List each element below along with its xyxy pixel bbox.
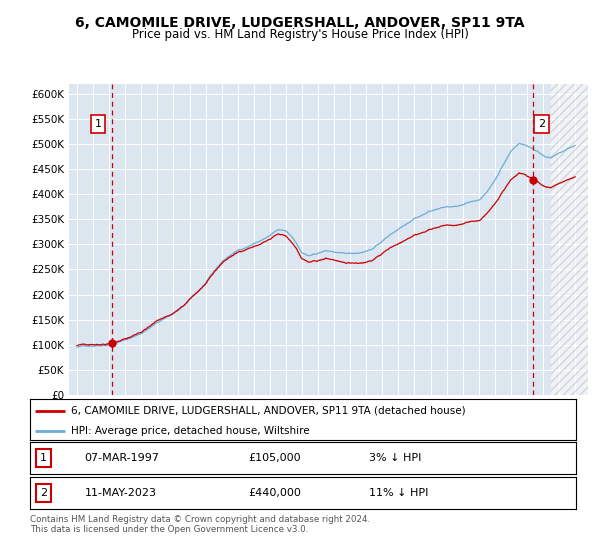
Text: HPI: Average price, detached house, Wiltshire: HPI: Average price, detached house, Wilt…: [71, 426, 310, 436]
Text: £105,000: £105,000: [248, 454, 301, 463]
Text: Price paid vs. HM Land Registry's House Price Index (HPI): Price paid vs. HM Land Registry's House …: [131, 28, 469, 41]
Text: £440,000: £440,000: [248, 488, 301, 498]
Text: 1: 1: [40, 454, 47, 463]
Text: 2: 2: [40, 488, 47, 498]
Text: 3% ↓ HPI: 3% ↓ HPI: [368, 454, 421, 463]
Bar: [551, 84, 588, 395]
Text: 6, CAMOMILE DRIVE, LUDGERSHALL, ANDOVER, SP11 9TA: 6, CAMOMILE DRIVE, LUDGERSHALL, ANDOVER,…: [75, 16, 525, 30]
Text: 11% ↓ HPI: 11% ↓ HPI: [368, 488, 428, 498]
Text: 07-MAR-1997: 07-MAR-1997: [85, 454, 160, 463]
Text: 1: 1: [94, 119, 101, 129]
Text: 2: 2: [538, 119, 545, 129]
Text: Contains HM Land Registry data © Crown copyright and database right 2024.
This d: Contains HM Land Registry data © Crown c…: [30, 515, 370, 534]
Text: 11-MAY-2023: 11-MAY-2023: [85, 488, 157, 498]
Text: 6, CAMOMILE DRIVE, LUDGERSHALL, ANDOVER, SP11 9TA (detached house): 6, CAMOMILE DRIVE, LUDGERSHALL, ANDOVER,…: [71, 405, 466, 416]
